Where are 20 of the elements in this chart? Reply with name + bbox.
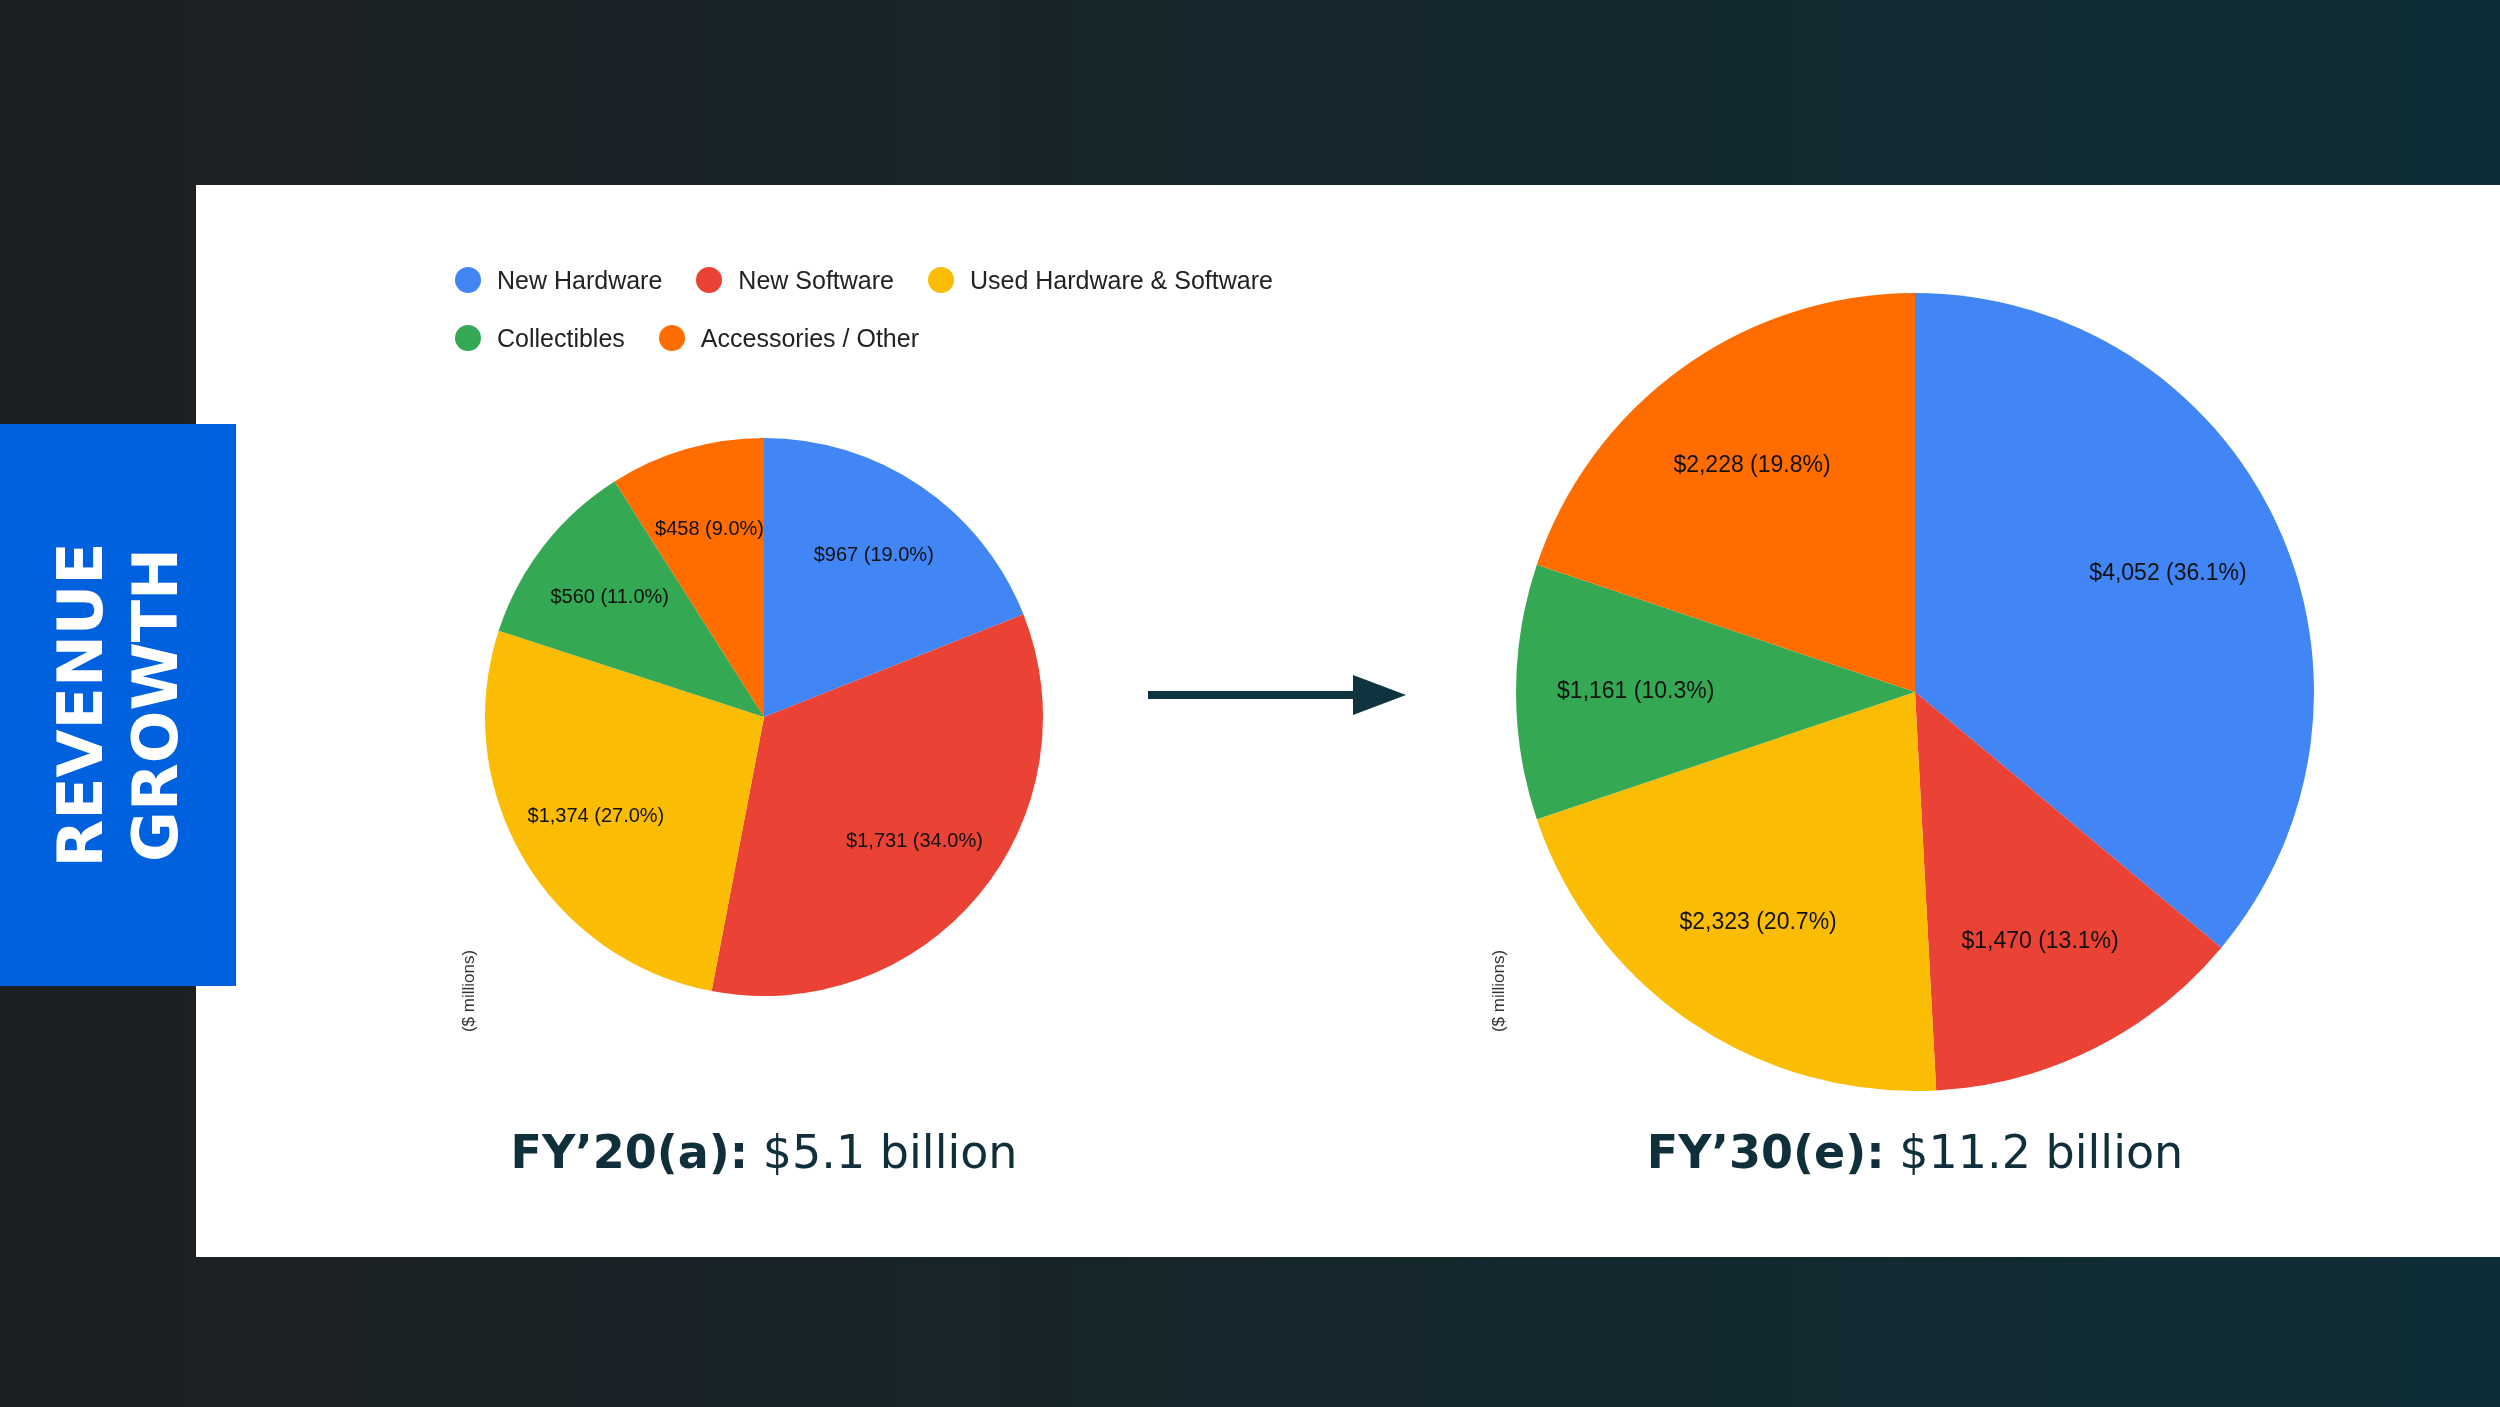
legend-label: Used Hardware & Software [969, 265, 1273, 295]
text: FY’30(e): $11.2 billion [1646, 1125, 2184, 1179]
data-label: $4,052 (36.1%) [2089, 558, 2247, 585]
data-label: $560 (11.0%) [550, 584, 669, 607]
legend-label: Accessories / Other [700, 323, 919, 353]
data-label: $2,323 (20.7%) [1679, 908, 1837, 935]
data-label: $2,228 (19.8%) [1673, 450, 1831, 477]
data-label: $1,731 (34.0%) [846, 829, 983, 852]
legend-label: Collectibles [497, 323, 625, 353]
text: FY’20(a): $5.1 billion [510, 1125, 1018, 1179]
legend-label: New Software [738, 265, 894, 295]
data-label: $458 (9.0%) [655, 516, 765, 539]
text: REVENUE GROWTH [43, 541, 193, 870]
legend-label: New Hardware [497, 265, 663, 295]
text: ($ millions) [1489, 948, 1509, 1035]
data-label: $1,470 (13.1%) [1961, 927, 2119, 954]
data-label: $1,374 (27.0%) [527, 803, 665, 826]
text: ($ millions) [459, 948, 479, 1035]
data-label: $1,161 (10.3%) [1557, 677, 1715, 704]
data-label: $967 (19.0%) [813, 542, 934, 565]
